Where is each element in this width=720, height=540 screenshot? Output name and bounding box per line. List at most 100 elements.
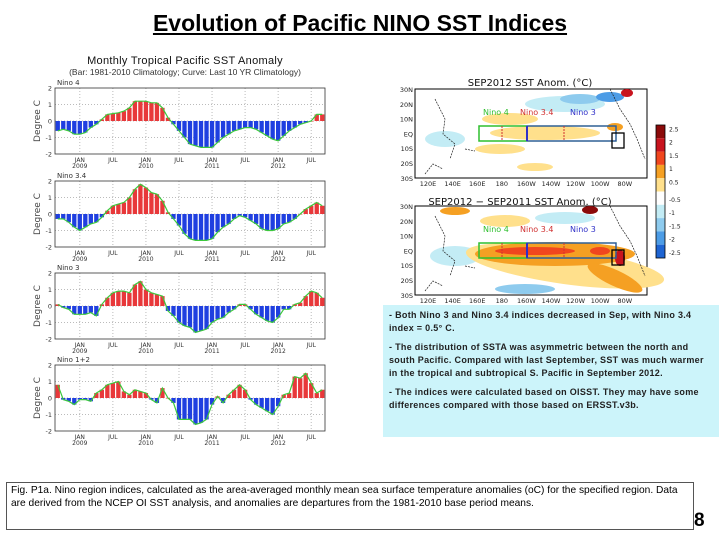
bar: [314, 393, 319, 398]
colorbar-label: 2.5: [669, 126, 679, 133]
bar: [116, 291, 121, 306]
lon-label: 140W: [542, 180, 561, 188]
y-tick-label: 0: [48, 303, 52, 311]
bar: [154, 294, 160, 306]
lon-label: 120E: [420, 180, 437, 188]
colorbar-swatch: [656, 204, 665, 219]
x-tick-label: JUL: [239, 434, 250, 441]
x-tick-label: JUL: [305, 434, 316, 441]
bar: [187, 121, 193, 145]
bar: [309, 383, 314, 398]
bar: [242, 389, 248, 398]
bar: [248, 214, 253, 221]
bar: [171, 121, 176, 125]
bar: [94, 214, 99, 223]
bar: [187, 306, 193, 328]
lat-label: 20S: [401, 277, 413, 285]
y-tick-label: 2: [48, 270, 52, 278]
bar: [270, 398, 275, 415]
bar: [83, 121, 88, 133]
lat-label: EQ: [404, 130, 413, 138]
bar: [281, 394, 286, 398]
lon-label: 160E: [469, 180, 486, 188]
bar: [176, 121, 182, 131]
bar: [292, 214, 297, 219]
bar: [237, 121, 242, 130]
chart-title: Nino 1+2: [57, 356, 90, 364]
y-axis-label: Degree C: [33, 100, 43, 142]
x-tick-label: JUL: [107, 434, 118, 441]
bar: [303, 121, 308, 123]
colorbar-swatch: [656, 138, 665, 152]
bar: [270, 121, 275, 140]
top-map: Nino 4 Nino 3.4 Nino 3: [414, 88, 648, 179]
bar: [61, 121, 66, 130]
lon-label: 160W: [517, 297, 536, 305]
bar: [66, 121, 71, 131]
bar: [215, 121, 220, 143]
x-tick-label: JUL: [107, 250, 118, 257]
lon-label: 140E: [444, 297, 461, 305]
bar: [99, 119, 104, 121]
bar: [77, 306, 82, 315]
lon-label: 120W: [566, 297, 585, 305]
bar: [127, 197, 132, 214]
y-tick-label: -1: [46, 411, 52, 419]
bar: [204, 306, 209, 330]
bar: [127, 107, 132, 121]
lat-label: 10N: [400, 116, 413, 124]
bar: [276, 214, 281, 229]
y-axis-label: Degree C: [33, 377, 43, 419]
bar: [264, 214, 270, 231]
x-tick-label: JAN: [74, 250, 85, 257]
bar: [99, 214, 104, 218]
bar: [182, 214, 187, 234]
bar: [176, 306, 182, 323]
x-tick-year: 2012: [271, 163, 286, 170]
x-tick-label: JAN: [206, 250, 217, 257]
x-tick-label: JAN: [140, 250, 151, 257]
lat-label: 10S: [401, 262, 413, 270]
bar: [88, 214, 93, 224]
bar: [116, 381, 121, 398]
bar: [220, 398, 226, 403]
bar: [298, 378, 303, 398]
x-tick-label: JAN: [140, 342, 151, 349]
bar: [292, 376, 297, 398]
bar: [105, 114, 110, 121]
bar: [176, 398, 182, 420]
bar: [320, 114, 325, 121]
bar: [309, 205, 314, 214]
bar: [88, 306, 93, 313]
bar: [193, 306, 198, 333]
bar: [160, 107, 165, 121]
bar: [132, 189, 138, 214]
bar: [121, 291, 127, 306]
bar: [220, 306, 226, 318]
bar: [248, 121, 253, 128]
bar: [259, 214, 264, 229]
bar: [253, 121, 259, 130]
bar: [187, 214, 193, 239]
bar: [72, 121, 77, 135]
bar: [149, 102, 154, 121]
bar: [138, 281, 143, 306]
top-map-title: SEP2012 SST Anom. (°C): [468, 78, 593, 89]
bar: [61, 214, 66, 219]
lat-label: 20N: [400, 101, 413, 109]
bar: [193, 214, 198, 241]
bar: [314, 202, 319, 214]
bar: [66, 306, 71, 310]
colorbar-swatch: [656, 178, 665, 192]
bar: [143, 187, 149, 214]
bottom-map-title: SEP2012 − SEP2011 SST Anom. (°C): [428, 197, 611, 208]
bar: [132, 389, 138, 398]
bar: [105, 384, 110, 398]
bar: [143, 393, 149, 398]
bar: [138, 184, 143, 214]
lon-label: 140E: [444, 180, 461, 188]
top-map-label-nino34: Nino 3.4: [520, 108, 553, 117]
x-tick-year: 2009: [72, 256, 87, 263]
bar: [198, 214, 204, 241]
